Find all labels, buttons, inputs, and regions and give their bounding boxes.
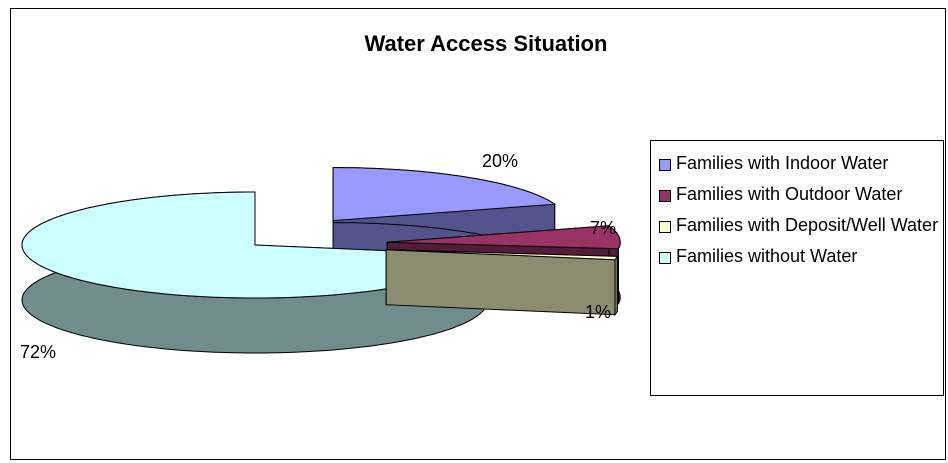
data-label: 20%: [482, 151, 518, 171]
chart-title: Water Access Situation: [365, 31, 608, 56]
data-label: 7%: [590, 218, 616, 238]
data-label: 72%: [20, 342, 56, 362]
legend-swatch: [659, 159, 671, 171]
legend-label: Families without Water: [676, 246, 858, 266]
slice-side: [385, 249, 616, 316]
legend: Families with Indoor Water Families with …: [650, 140, 944, 396]
legend-item: Families without Water: [659, 244, 943, 269]
legend-item: Families with Deposit/Well Water: [659, 213, 943, 238]
slice: [332, 167, 557, 222]
legend-item: Families with Indoor Water: [659, 151, 943, 176]
data-label: 1%: [585, 302, 611, 322]
legend-swatch: [659, 252, 671, 264]
legend-label: Families with Deposit/Well Water: [676, 215, 939, 235]
slice-side: [614, 256, 618, 317]
legend-swatch: [659, 221, 671, 233]
legend-label: Families with Indoor Water: [676, 153, 889, 173]
slice: [386, 249, 619, 261]
legend-swatch: [659, 190, 671, 202]
legend-label: Families with Outdoor Water: [676, 184, 903, 204]
legend-item: Families with Outdoor Water: [659, 182, 943, 207]
slice: [387, 225, 621, 250]
